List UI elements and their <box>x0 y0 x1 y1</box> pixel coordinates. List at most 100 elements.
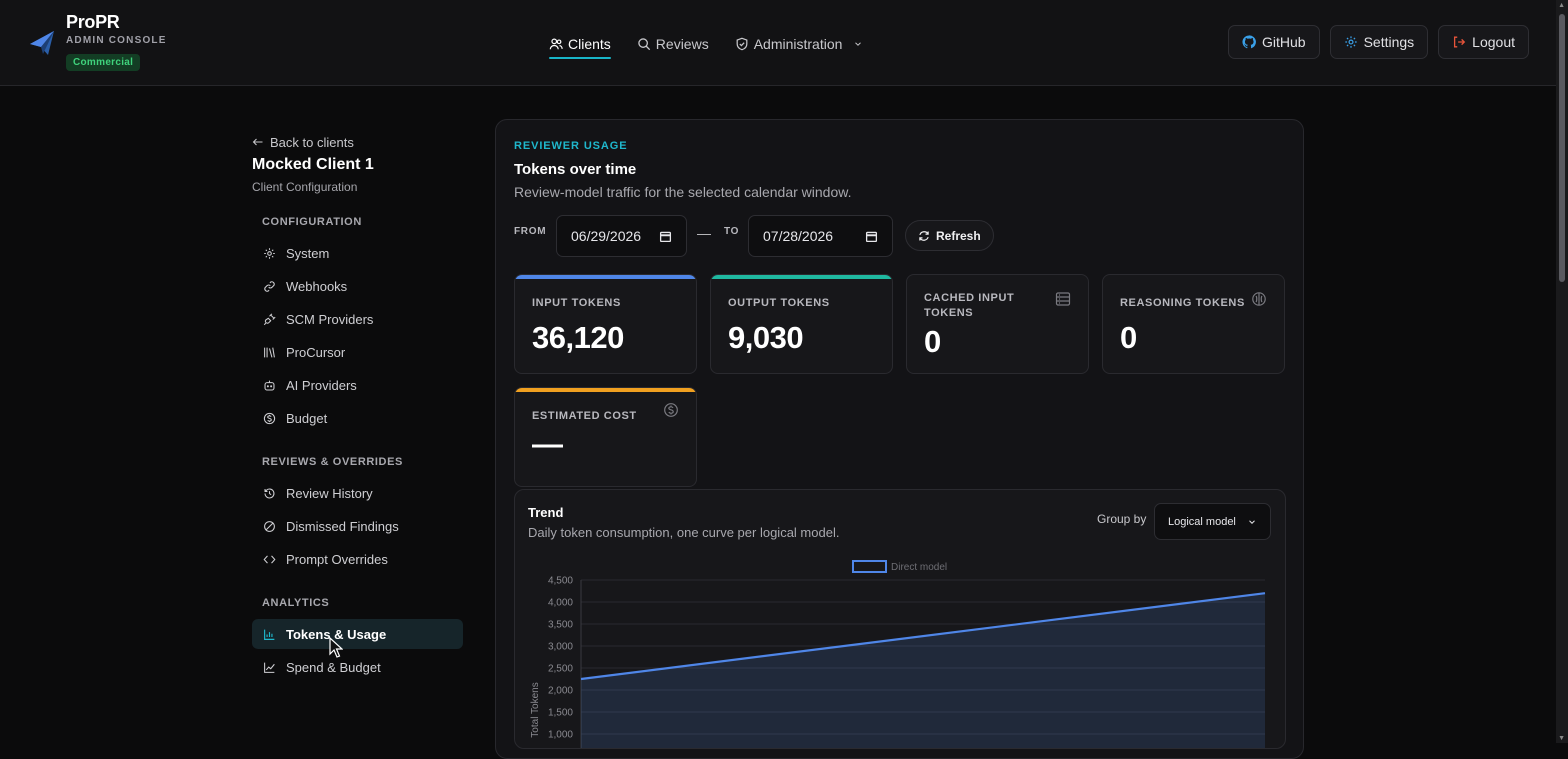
nav-administration[interactable]: Administration <box>735 30 864 58</box>
github-button[interactable]: GitHub <box>1228 25 1320 59</box>
nav-clients[interactable]: Clients <box>549 30 611 59</box>
chevron-down-icon <box>1249 519 1255 524</box>
y-tick-label: 2,500 <box>548 664 573 675</box>
mouse-cursor-icon <box>329 637 343 658</box>
legend-label: Direct model <box>891 562 947 573</box>
scroll-thumb[interactable] <box>1559 14 1565 282</box>
nav-reviews-label: Reviews <box>655 36 709 52</box>
settings-button[interactable]: Settings <box>1329 25 1429 59</box>
stat-estimated-cost: ESTIMATED COST — <box>514 387 697 487</box>
stat-label: INPUT TOKENS <box>532 297 621 309</box>
database-icon <box>1055 292 1071 306</box>
stat-input-tokens: INPUT TOKENS 36,120 <box>514 274 697 374</box>
dollar-icon <box>263 412 276 424</box>
y-tick-label: 4,500 <box>548 576 573 587</box>
sidebar-item-tokens-usage[interactable]: Tokens & Usage <box>252 619 463 649</box>
github-label: GitHub <box>1262 34 1306 50</box>
trend-card: Trend Daily token consumption, one curve… <box>514 489 1286 749</box>
page-scrollbar[interactable]: ▲ ▼ <box>1556 0 1568 743</box>
dollar-circle-icon <box>664 403 678 417</box>
usage-panel: REVIEWER USAGE Tokens over time Review-m… <box>495 119 1304 759</box>
stat-reasoning-tokens: REASONING TOKENS 0 <box>1102 274 1285 374</box>
brand-name: ProPR <box>66 12 120 32</box>
github-icon <box>1242 35 1256 49</box>
sidebar-item-ai-providers[interactable]: AI Providers <box>252 370 463 400</box>
refresh-label: Refresh <box>936 228 981 243</box>
stat-value: 0 <box>1120 320 1137 355</box>
sidebar-item-label: Dismissed Findings <box>286 518 399 534</box>
panel-eyebrow: REVIEWER USAGE <box>514 140 628 152</box>
from-date-value: 06/29/2026 <box>571 228 642 244</box>
link-icon <box>264 280 275 292</box>
stat-accent-bar <box>515 275 696 279</box>
y-tick-label: 1,000 <box>548 730 573 741</box>
logout-icon <box>1454 36 1466 48</box>
users-icon <box>549 38 563 50</box>
scroll-up-arrow-icon[interactable]: ▲ <box>1558 2 1565 9</box>
plug-icon <box>263 312 276 325</box>
paper-plane-logo-icon[interactable] <box>28 28 56 58</box>
group-by-select[interactable]: Logical model <box>1154 503 1271 540</box>
sidebar-item-system[interactable]: System <box>252 238 463 268</box>
sidebar-item-label: Spend & Budget <box>286 659 381 675</box>
series-area <box>581 593 1265 748</box>
panel-title: Tokens over time <box>514 161 637 178</box>
client-sidebar: Back to clients Mocked Client 1 Client C… <box>252 134 464 682</box>
to-date-input[interactable]: 07/28/2026 <box>748 215 893 257</box>
trend-subtitle: Daily token consumption, one curve per l… <box>528 525 840 540</box>
stat-label: OUTPUT TOKENS <box>728 297 830 309</box>
gear-icon <box>264 247 275 259</box>
scroll-down-arrow-icon[interactable]: ▼ <box>1558 735 1565 742</box>
calendar-icon[interactable] <box>865 230 878 243</box>
sidebar-item-spend-budget[interactable]: Spend & Budget <box>252 652 463 682</box>
y-tick-label: 2,000 <box>548 686 573 697</box>
sidebar-item-label: Tokens & Usage <box>286 626 387 642</box>
refresh-button[interactable]: Refresh <box>905 220 994 251</box>
stat-value: 36,120 <box>532 320 624 355</box>
token-trend-chart: 4,500 4,000 3,500 3,000 2,500 2,000 1,500 1,000… <box>530 560 1266 748</box>
to-date-value: 07/28/2026 <box>763 228 834 244</box>
y-tick-label: 3,500 <box>548 620 573 631</box>
brain-icon <box>1252 292 1266 306</box>
brand-subtitle: ADMIN CONSOLE <box>66 35 167 46</box>
code-icon <box>263 554 276 564</box>
sidebar-item-label: ProCursor <box>286 344 346 360</box>
section-analytics: ANALYTICS <box>262 597 330 609</box>
y-axis-label: Total Tokens <box>530 682 541 737</box>
stat-accent-bar <box>515 388 696 392</box>
back-to-clients-link[interactable]: Back to clients <box>252 134 464 150</box>
y-tick-label: 3,000 <box>548 642 573 653</box>
date-range-separator: — <box>697 225 711 241</box>
section-configuration: CONFIGURATION <box>262 216 362 228</box>
sidebar-item-label: Webhooks <box>286 278 348 294</box>
from-date-input[interactable]: 06/29/2026 <box>556 215 687 257</box>
sidebar-item-webhooks[interactable]: Webhooks <box>252 271 463 301</box>
client-name: Mocked Client 1 <box>252 156 374 173</box>
sidebar-item-scm-providers[interactable]: SCM Providers <box>252 304 463 334</box>
sidebar-item-label: Prompt Overrides <box>286 551 388 567</box>
sidebar-item-review-history[interactable]: Review History <box>252 478 463 508</box>
group-by-value: Logical model <box>1168 515 1236 528</box>
stat-label: ESTIMATED COST <box>532 410 637 422</box>
to-label: TO <box>724 226 740 237</box>
top-bar: ProPR ADMIN CONSOLE Commercial Clients R… <box>0 0 1556 86</box>
back-label: Back to clients <box>270 134 354 150</box>
nav-reviews[interactable]: Reviews <box>637 30 709 58</box>
search-icon <box>638 38 650 51</box>
arrow-left-icon <box>252 138 263 146</box>
sidebar-item-procursor[interactable]: ProCursor <box>252 337 463 367</box>
sidebar-item-budget[interactable]: Budget <box>252 403 463 433</box>
sidebar-item-prompt-overrides[interactable]: Prompt Overrides <box>252 544 463 574</box>
sidebar-item-label: System <box>286 245 330 261</box>
y-tick-label: 4,000 <box>548 598 573 609</box>
stat-value: 9,030 <box>728 320 804 355</box>
stat-cached-input-tokens: CACHED INPUT TOKENS 0 <box>906 274 1089 374</box>
stat-output-tokens: OUTPUT TOKENS 9,030 <box>710 274 893 374</box>
group-by-label: Group by <box>1097 512 1147 526</box>
sidebar-item-label: Review History <box>286 485 373 501</box>
sidebar-item-dismissed-findings[interactable]: Dismissed Findings <box>252 511 463 541</box>
chevron-down-icon <box>855 42 862 46</box>
logout-button[interactable]: Logout <box>1438 25 1529 59</box>
y-tick-label: 1,500 <box>548 708 573 719</box>
calendar-icon[interactable] <box>659 230 672 243</box>
